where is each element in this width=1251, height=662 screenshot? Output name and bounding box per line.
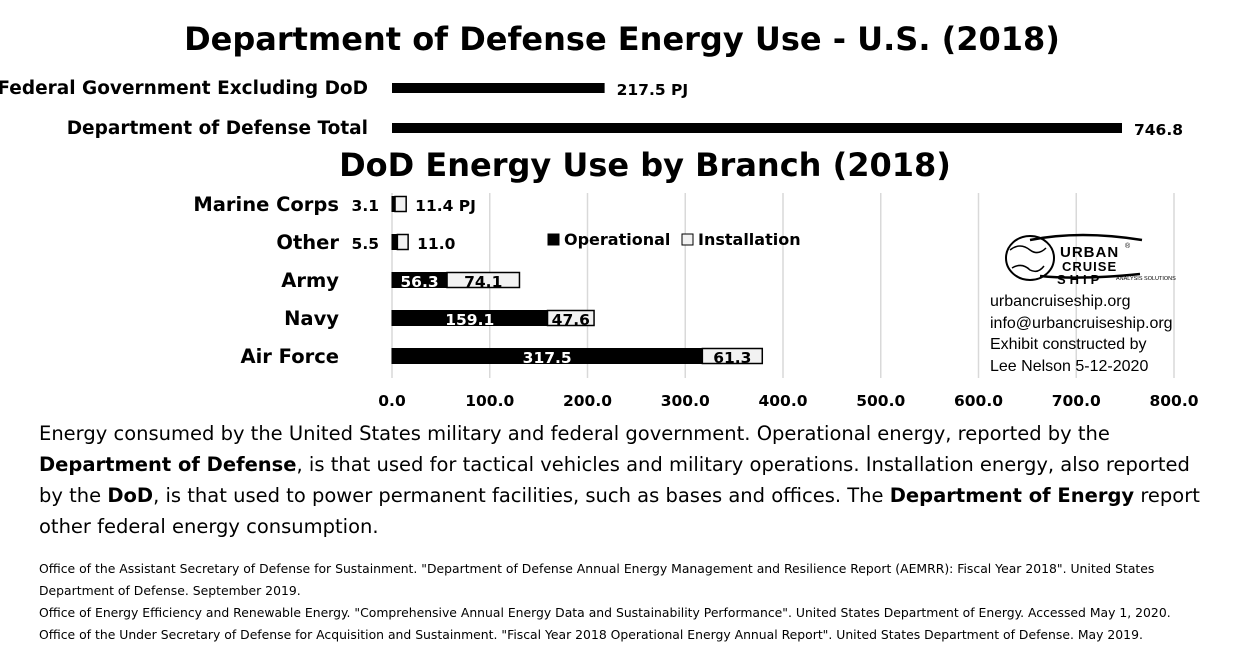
credit-website: urbancruiseship.org [990,293,1131,310]
x-tick-label: 0.0 [378,392,406,410]
urban-cruise-ship-logo: URBAN ® CRUISE SHIP ANALYSIS SOLUTIONS [1005,233,1176,287]
logo-text-ship: SHIP [1057,272,1103,287]
credit-author-date: Lee Nelson 5-12-2020 [990,358,1148,375]
legend-swatch-installation [681,233,694,246]
logo-text-cruise: CRUISE [1062,259,1117,274]
source-2: Office of Energy Efficiency and Renewabl… [39,605,1171,620]
operational-value-label: 3.1 [352,197,379,215]
logo-registered: ® [1125,242,1131,250]
chart-title-total: Department of Defense Energy Use - U.S. … [184,20,1060,58]
x-tick-label: 300.0 [661,392,710,410]
operational-value-label: 56.3 [400,273,438,291]
source-3: Office of the Under Secretary of Defense… [39,627,1143,642]
description-bold-dod-short: DoD [107,484,154,507]
x-tick-label: 400.0 [758,392,807,410]
description-bold-doe: Department of Energy [889,484,1135,507]
description-text-1: Energy consumed by the United States mil… [39,422,1110,445]
x-tick-label: 500.0 [856,392,905,410]
logo-text-urban: URBAN [1060,244,1119,261]
x-tick-label: 200.0 [563,392,612,410]
installation-bar [446,271,521,289]
operational-bar [391,234,398,250]
source-1: Office of the Assistant Secretary of Def… [39,561,1155,598]
installation-value-label: 74.1 [464,273,502,291]
operational-value-label: 317.5 [523,349,572,367]
total-category-label: Federal Government Excluding DoD [0,78,368,99]
total-bar-value-label: 746.8 [1134,121,1183,139]
total-bar [392,123,1122,133]
credits: urbancruiseship.org info@urbancruiseship… [990,293,1173,375]
total-bar [392,83,605,93]
globe-continents-icon [1009,245,1047,273]
logo-text-sub: ANALYSIS SOLUTIONS [1116,276,1176,282]
operational-value-label: 159.1 [445,311,494,329]
total-category-label: Department of Defense Total [67,118,368,139]
description-text-2: , is that used for tactical vehicles and… [39,453,1190,507]
logo-swoosh-icon [1029,233,1143,279]
installation-bar [394,195,407,213]
total-chart: Federal Government Excluding DoD 217.5 PJ… [0,78,1183,139]
x-tick-label: 600.0 [954,392,1003,410]
installation-value-label: 47.6 [552,311,590,329]
branch-chart: Marine Corps 3.1 11.4 PJ Other 5.5 11.0 Army 56… [193,193,764,368]
legend-label-installation: Installation [698,230,801,249]
installation-bar [701,347,764,365]
x-tick-label: 100.0 [465,392,514,410]
x-tick-label: 700.0 [1052,392,1101,410]
legend-label-operational: Operational [564,230,670,249]
operational-value-label: 5.5 [352,235,379,253]
legend: Operational Installation [547,230,801,249]
branch-category-label: Other [276,231,339,254]
chart-title-branch: DoD Energy Use by Branch (2018) [339,146,951,184]
chart-area: Department of Defense Energy Use - U.S. … [0,20,1199,410]
installation-bar [546,309,595,327]
total-bar-value-label: 217.5 PJ [617,81,689,99]
description: Energy consumed by the United States mil… [39,418,1219,542]
description-bold-dod: Department of Defense [39,453,297,476]
credit-constructed-by: Exhibit constructed by [990,336,1147,353]
globe-icon [1005,235,1055,281]
description-text-3: , is that used to power permanent facili… [153,484,890,507]
x-axis: 0.0 100.0 200.0 300.0 400.0 500.0 600.0 700.0 80… [378,392,1198,410]
branch-category-label: Air Force [240,345,339,368]
branch-category-label: Marine Corps [193,193,339,216]
legend-swatch-operational [547,233,560,246]
x-tick-label: 800.0 [1149,392,1198,410]
branch-category-label: Army [281,269,339,292]
description-text-4: report other federal energy consumption. [39,484,1200,538]
branch-category-label: Navy [284,307,339,330]
installation-bar [396,233,409,251]
credit-email: info@urbancruiseship.org [990,315,1173,332]
sources: Office of the Assistant Secretary of Def… [39,558,1229,646]
installation-value-label: 11.0 [417,235,455,253]
installation-value-label: 11.4 PJ [415,197,476,215]
installation-value-label: 61.3 [713,349,751,367]
